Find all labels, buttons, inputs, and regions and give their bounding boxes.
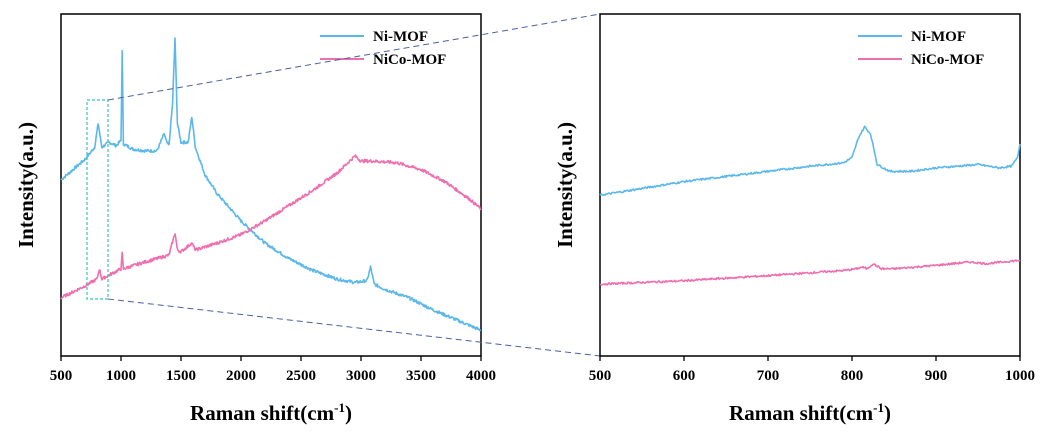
right-series-group — [599, 125, 1021, 286]
right-legend-label-nico-mof: NiCo-MOF — [911, 52, 984, 68]
right-x-tick-label: 800 — [841, 368, 864, 384]
left-x-ticks: 500 1000 1500 2000 2500 3000 3500 4000 — [50, 356, 496, 384]
left-x-tick-label: 500 — [50, 368, 73, 384]
right-y-axis-title: Intensity(a.u.) — [553, 122, 577, 248]
left-legend-label-ni-mof: Ni-MOF — [373, 29, 428, 45]
left-x-tick-label: 3000 — [346, 368, 376, 384]
right-x-axis-title: Raman shift(cm-1) — [729, 400, 891, 425]
right-legend-label-ni-mof: Ni-MOF — [911, 29, 966, 45]
left-x-tick-label: 3500 — [406, 368, 436, 384]
right-plot-frame — [599, 13, 1021, 357]
right-x-tick-label: 1000 — [1005, 368, 1035, 384]
left-x-tick-label: 4000 — [466, 368, 496, 384]
right-series-line-ni-mof — [599, 125, 1021, 197]
left-series-line-nico-mof — [60, 154, 482, 300]
right-x-tick-label: 700 — [757, 368, 780, 384]
right-x-ticks: 500 600 700 800 900 1000 — [589, 356, 1035, 384]
left-series-line-ni-mof — [60, 37, 482, 332]
zoom-connector-top — [107, 13, 601, 101]
right-x-tick-label: 600 — [673, 368, 696, 384]
zoom-region-box — [86, 99, 109, 300]
zoom-connector-bottom — [107, 298, 601, 357]
right-x-tick-label: 500 — [589, 368, 612, 384]
left-plot-frame — [60, 13, 482, 357]
right-x-tick-label: 900 — [925, 368, 948, 384]
left-x-tick-label: 1500 — [166, 368, 196, 384]
right-legend: Ni-MOF NiCo-MOF — [858, 29, 984, 68]
right-panel: 500 600 700 800 900 1000 Ni-MOF NiCo-MOF Rama… — [553, 13, 1035, 425]
left-x-tick-label: 2500 — [286, 368, 316, 384]
left-legend: Ni-MOF NiCo-MOF — [320, 29, 446, 68]
right-series-line-nico-mof — [599, 259, 1021, 286]
left-y-axis-title: Intensity(a.u.) — [14, 122, 38, 248]
left-panel: 500 1000 1500 2000 2500 3000 3500 4000 Ni-MOF N… — [14, 13, 496, 425]
left-x-tick-label: 2000 — [226, 368, 256, 384]
left-x-tick-label: 1000 — [106, 368, 136, 384]
left-series-group — [60, 37, 482, 332]
left-legend-label-nico-mof: NiCo-MOF — [373, 52, 446, 68]
left-x-axis-title: Raman shift(cm-1) — [190, 400, 352, 425]
